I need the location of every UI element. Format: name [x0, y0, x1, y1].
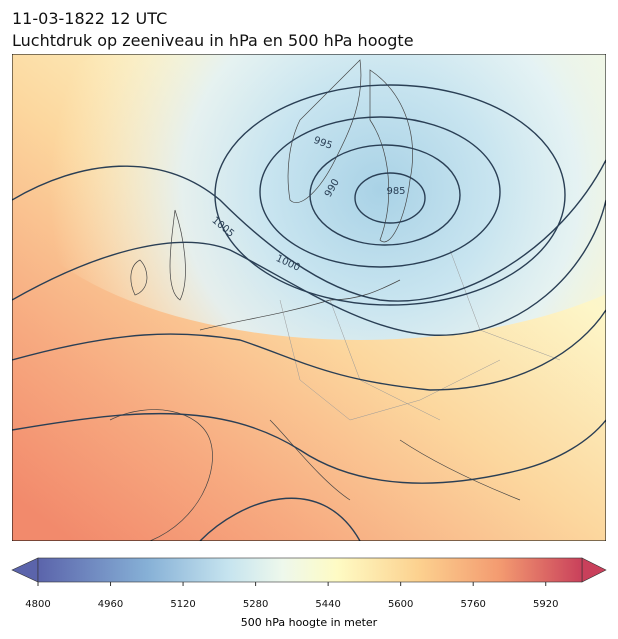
colorbar-tick-label: 5120 [170, 599, 195, 610]
title-date: 11-03-1822 12 UTC [12, 9, 167, 28]
colorbar-tick-label: 4960 [98, 599, 123, 610]
colorbar-tick-label: 5920 [533, 599, 558, 610]
colorbar-tick-label: 5440 [315, 599, 340, 610]
colorbar-tick-label: 4800 [25, 599, 50, 610]
colorbar-tick-label: 5760 [460, 599, 485, 610]
map [12, 54, 606, 541]
colorbar-tick-label: 5280 [243, 599, 268, 610]
title-main: Luchtdruk op zeeniveau in hPa en 500 hPa… [12, 31, 414, 50]
isobar-label: 985 [386, 186, 405, 197]
colorbar [11, 557, 607, 583]
colorbar-tick-label: 5600 [388, 599, 413, 610]
colorbar-label: 500 hPa hoogte in meter [241, 616, 378, 629]
